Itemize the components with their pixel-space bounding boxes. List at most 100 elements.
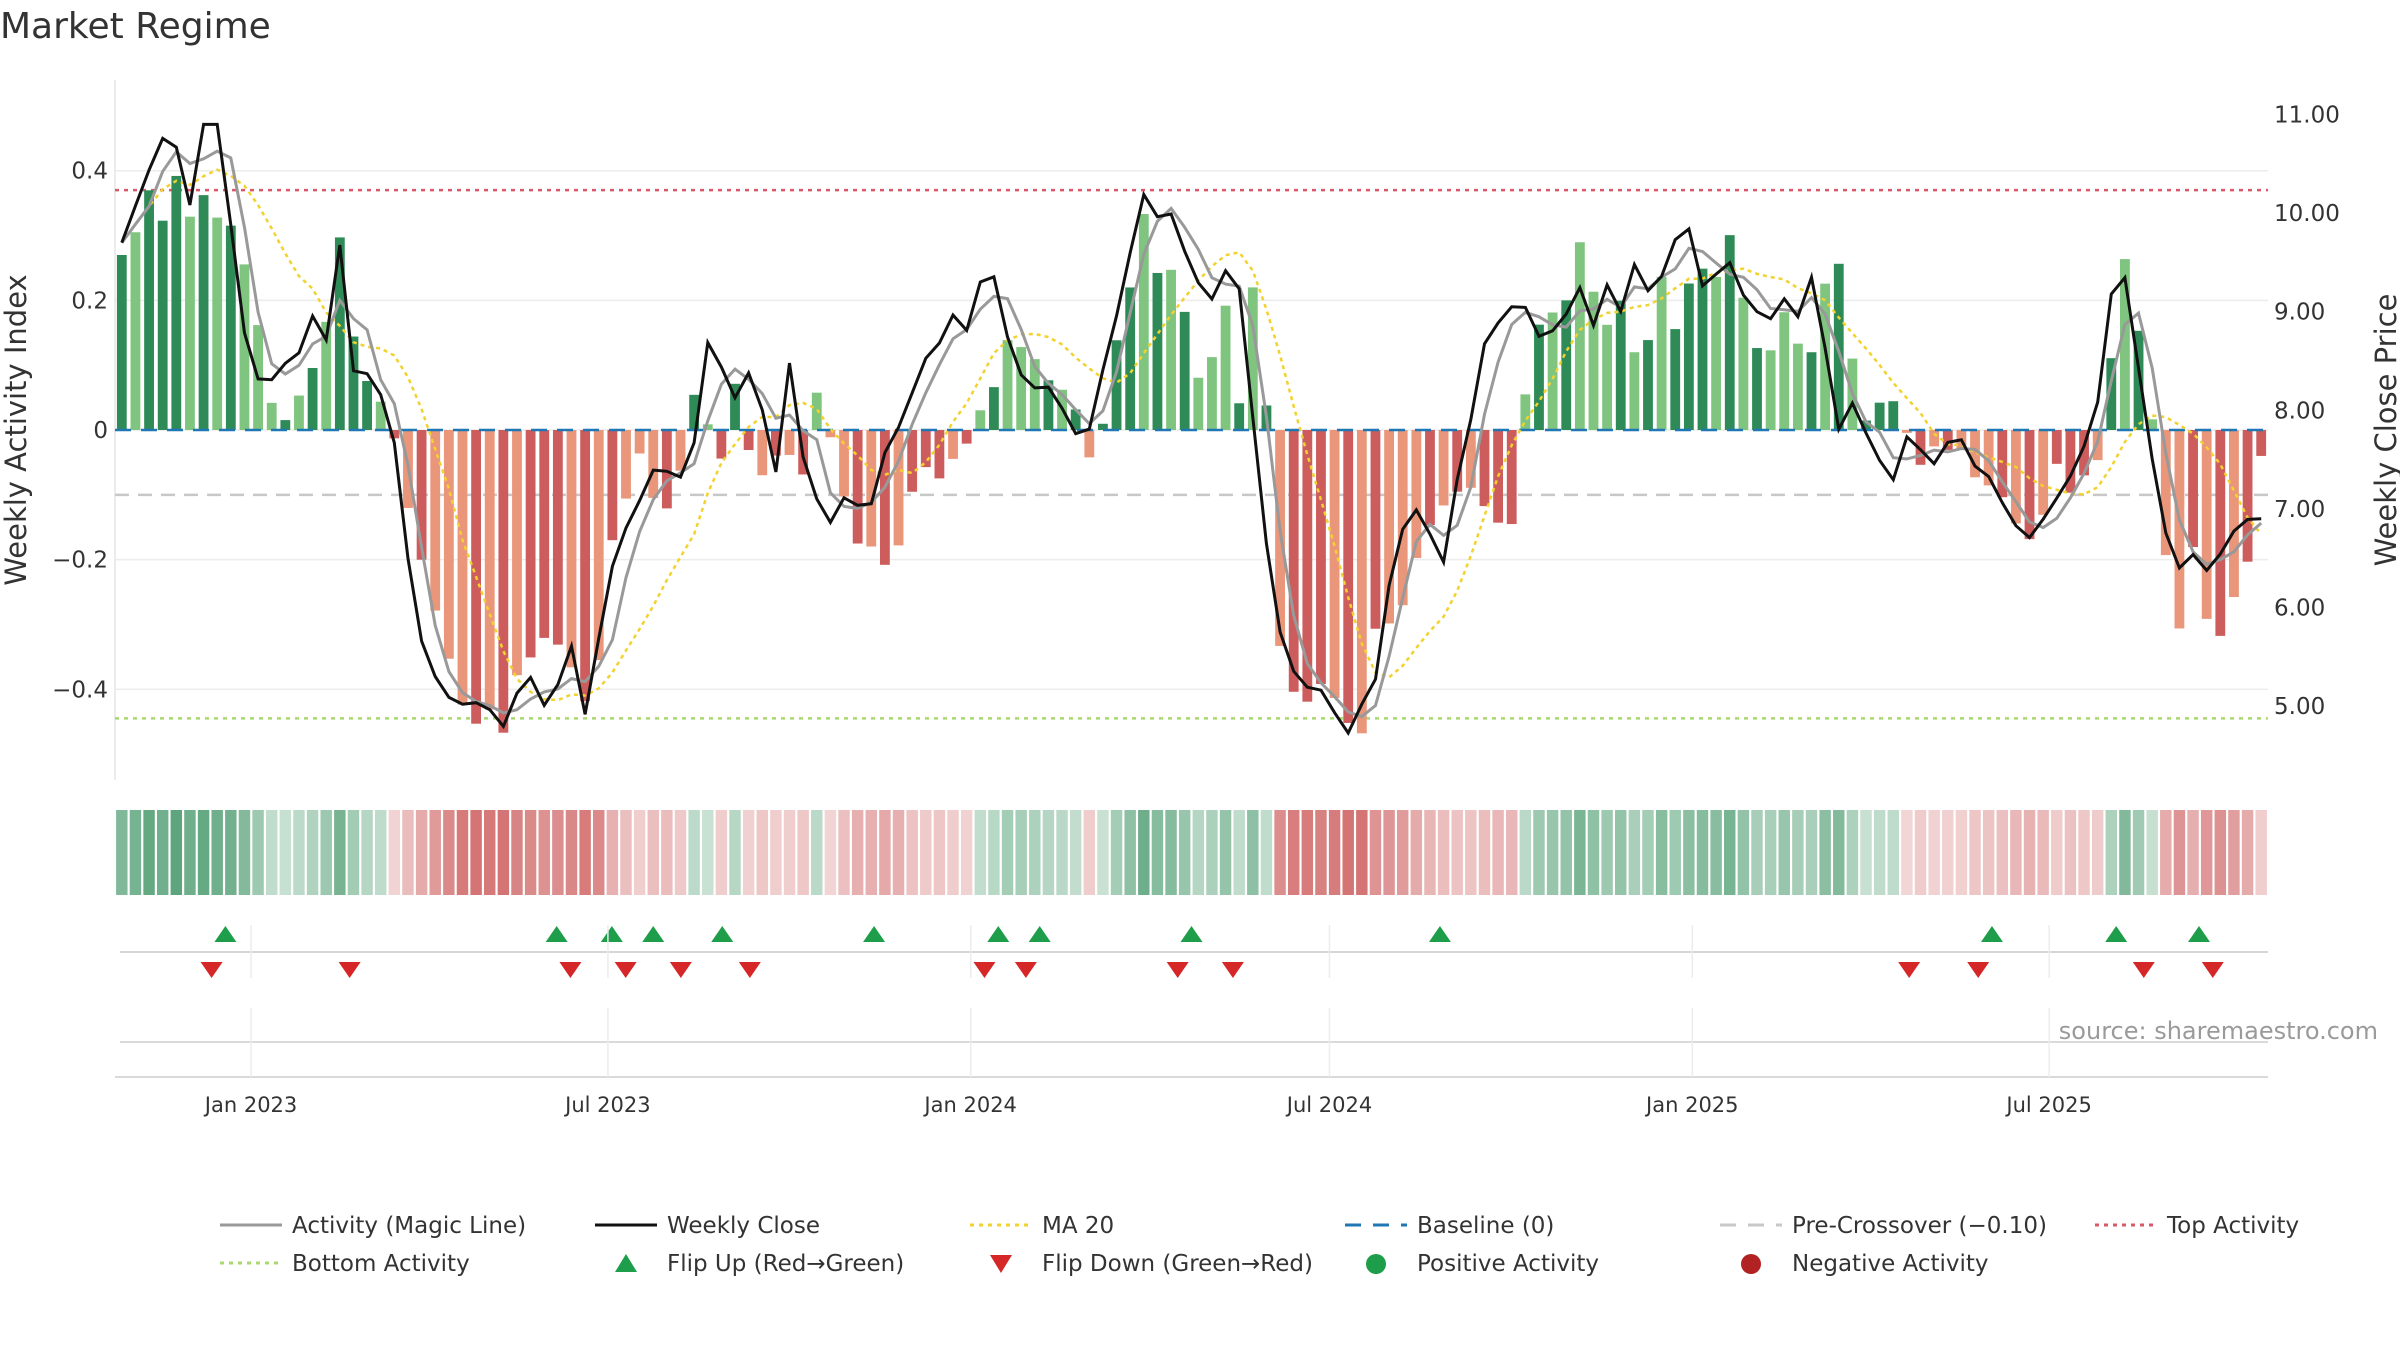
regime-strip-cell [2241, 810, 2254, 895]
activity-bar [852, 430, 863, 544]
activity-bar [2120, 259, 2130, 430]
activity-bar [702, 424, 713, 430]
regime-strip-cell [143, 810, 155, 895]
y2-tick-label: 11.00 [2274, 103, 2340, 129]
activity-bar [1888, 401, 1899, 430]
legend-label: Pre-Crossover (−0.10) [1792, 1213, 2047, 1239]
activity-bar [1861, 420, 1871, 430]
legend-label: Negative Activity [1792, 1251, 1989, 1277]
x-axis-ticks: Jan 2023 Jul 2023 Jan 2024 Jul 2024 Jan 2025… [203, 925, 2092, 1117]
activity-bar [1302, 430, 1313, 702]
flip-markers-panel [120, 926, 2268, 978]
activity-bar [989, 387, 999, 430]
activity-bar [157, 220, 168, 430]
regime-strip-cell [702, 810, 714, 895]
activity-bar [580, 430, 591, 702]
flip-down-marker [200, 962, 223, 978]
flip-up-marker [987, 926, 1010, 942]
activity-bar [144, 190, 154, 430]
regime-strip-cell [1615, 810, 1627, 895]
activity-bar [757, 430, 768, 476]
x-tick-label: Jan 2024 [922, 1093, 1017, 1117]
regime-strip-cell [1778, 810, 1790, 895]
regime-strip-cell [225, 810, 237, 895]
flip-down-marker [1166, 962, 1189, 978]
regime-strip-cell [1274, 810, 1286, 895]
flip-up-marker [600, 926, 623, 942]
regime-strip-cell [2037, 810, 2049, 895]
regime-strip-cell [1301, 810, 1314, 895]
y2-axis-title: Weekly Close Price [2369, 294, 2400, 567]
y2-tick-label: 9.00 [2274, 300, 2325, 326]
legend-swatch [615, 1254, 637, 1272]
regime-strip-cell [1533, 810, 1545, 895]
activity-bar [1125, 287, 1136, 430]
legend-item: Bottom Activity [220, 1251, 470, 1277]
regime-strip-cell [1751, 810, 1763, 895]
regime-strip-cell [2105, 810, 2118, 895]
regime-strip-cell [824, 810, 837, 895]
activity-bar [1561, 300, 1572, 430]
regime-strip-cell [1996, 810, 2009, 895]
regime-strip-cell [1519, 810, 1532, 895]
regime-strip-cell [2078, 810, 2090, 895]
regime-strip-cell [484, 810, 496, 895]
activity-bars [115, 175, 2268, 734]
regime-strip-cell [279, 810, 292, 895]
activity-bar [1997, 430, 2008, 498]
activity-bar [1629, 352, 1640, 430]
flip-up-marker [711, 926, 734, 942]
y-axis-title: Weekly Activity Index [0, 274, 33, 585]
regime-strip-cell [374, 810, 387, 895]
activity-bar [1901, 430, 1912, 433]
activity-bar [1166, 269, 1176, 430]
regime-strip-cell [1056, 810, 1068, 895]
flip-down-marker [2201, 962, 2224, 978]
activity-bar [1016, 347, 1027, 430]
regime-strip-cell [197, 810, 210, 895]
regime-strip-cell [334, 810, 346, 895]
activity-bar [1479, 430, 1490, 507]
regime-strip-cell [865, 810, 877, 895]
regime-strip-cell [811, 810, 823, 895]
regime-strip-cell [579, 810, 591, 895]
flip-up-marker [214, 926, 237, 942]
flip-down-marker [614, 962, 637, 978]
activity-bar [1711, 276, 1722, 430]
x-tick-label: Jul 2024 [1285, 1093, 1372, 1117]
regime-strip-cell [879, 810, 891, 895]
regime-strip-cell [742, 810, 755, 895]
regime-strip-cell [1342, 810, 1354, 895]
regime-strip-cell [974, 810, 987, 895]
activity-bar [512, 430, 522, 676]
y-tick-label: 0.2 [71, 288, 108, 314]
activity-bar [621, 430, 631, 499]
legend-swatch [990, 1255, 1012, 1273]
legend-item: Weekly Close [595, 1213, 820, 1239]
activity-bar [539, 430, 550, 638]
regime-strip-cell [538, 810, 550, 895]
activity-bar [198, 195, 209, 430]
regime-strip-cell [2255, 810, 2267, 895]
regime-strip-cell [1192, 810, 1205, 895]
flip-up-marker [545, 926, 568, 942]
activity-bar [1002, 340, 1013, 430]
legend-label: Baseline (0) [1417, 1213, 1554, 1239]
flip-down-marker [1967, 962, 1990, 978]
flip-down-marker [338, 962, 361, 978]
activity-bar [1465, 430, 1476, 488]
series-lines [120, 122, 2263, 737]
activity-bar [1942, 430, 1953, 450]
activity-bar [2065, 430, 2076, 493]
regime-strip-cell [1833, 810, 1845, 895]
activity-bar [484, 430, 495, 710]
flip-up-marker [642, 926, 665, 942]
regime-strip-cell [892, 810, 905, 895]
regime-strip-cell [851, 810, 864, 895]
activity-bar [1656, 276, 1667, 430]
regime-strip-cell [170, 810, 183, 895]
activity-bar [689, 394, 700, 430]
flip-up-marker [1980, 926, 2003, 942]
activity-bar [2174, 430, 2185, 629]
regime-strip-cell [320, 810, 332, 895]
